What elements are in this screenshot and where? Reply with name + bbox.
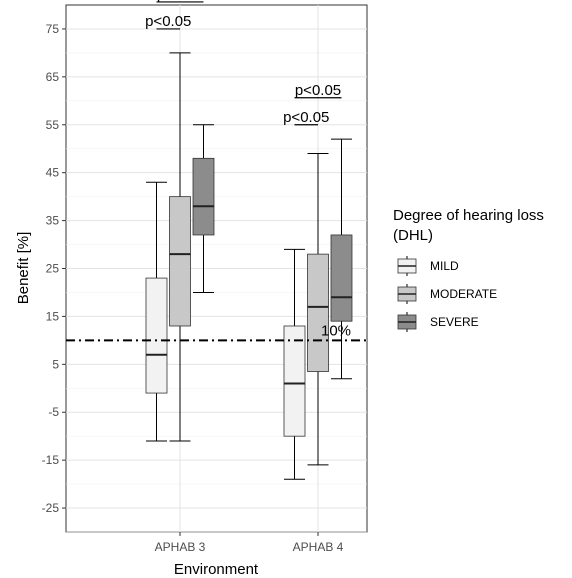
- x-axis: APHAB 3 APHAB 4: [155, 532, 344, 554]
- x-axis-title: Environment: [174, 561, 259, 578]
- significance-label: p<0.05: [157, 0, 203, 3]
- y-tick-label: 5: [52, 357, 59, 371]
- significance-label: p<0.05: [283, 109, 329, 126]
- x-tick-label: APHAB 4: [293, 540, 344, 554]
- y-tick-label: 65: [46, 70, 60, 84]
- reference-line: 10%: [66, 322, 367, 342]
- significance-label: p<0.05: [295, 82, 341, 99]
- legend-item-mild: MILD: [397, 256, 459, 276]
- legend-item-moderate: MODERATE: [397, 284, 497, 304]
- reference-line-label: 10%: [321, 322, 351, 339]
- y-tick-label: 25: [46, 262, 60, 276]
- significance-annotations: p<0.05 p<0.05 p<0.05 p<0.05: [145, 0, 342, 126]
- box-severe-1: [330, 138, 353, 380]
- y-tick-label: -5: [48, 405, 59, 419]
- box-body: [169, 196, 191, 327]
- legend-label: SEVERE: [430, 315, 479, 329]
- box-mild-1: [283, 248, 306, 480]
- box-body: [307, 253, 329, 372]
- box-moderate-1: [307, 153, 329, 466]
- y-tick-label: 45: [46, 166, 60, 180]
- legend-label: MODERATE: [430, 287, 497, 301]
- y-tick-label: -25: [42, 501, 60, 515]
- box-marks: [145, 52, 353, 480]
- box-body: [283, 325, 306, 437]
- y-tick-label: 35: [46, 214, 60, 228]
- y-tick-label: 75: [46, 22, 60, 36]
- box-body: [330, 234, 353, 322]
- y-axis-title: Benefit [%]: [15, 232, 32, 305]
- grid-lines: [66, 5, 367, 533]
- legend: Degree of hearing loss (DHL) MILD MODERAT…: [393, 207, 544, 332]
- legend-title-line2: (DHL): [393, 227, 433, 244]
- legend-title-line1: Degree of hearing loss: [393, 207, 544, 224]
- x-tick-label: APHAB 3: [155, 540, 206, 554]
- y-tick-label: 55: [46, 118, 60, 132]
- y-tick-label: -15: [42, 453, 60, 467]
- box-severe-0: [192, 124, 215, 293]
- y-axis: 75 65 55 45 35 25 15 5 -5 -15 -25: [42, 22, 66, 515]
- significance-label: p<0.05: [145, 13, 191, 30]
- box-body: [192, 157, 215, 236]
- box-mild-0: [145, 181, 168, 442]
- box-moderate-0: [169, 52, 191, 442]
- y-tick-label: 15: [46, 309, 60, 323]
- legend-label: MILD: [430, 259, 459, 273]
- legend-item-severe: SEVERE: [397, 312, 479, 332]
- box-body: [145, 277, 168, 394]
